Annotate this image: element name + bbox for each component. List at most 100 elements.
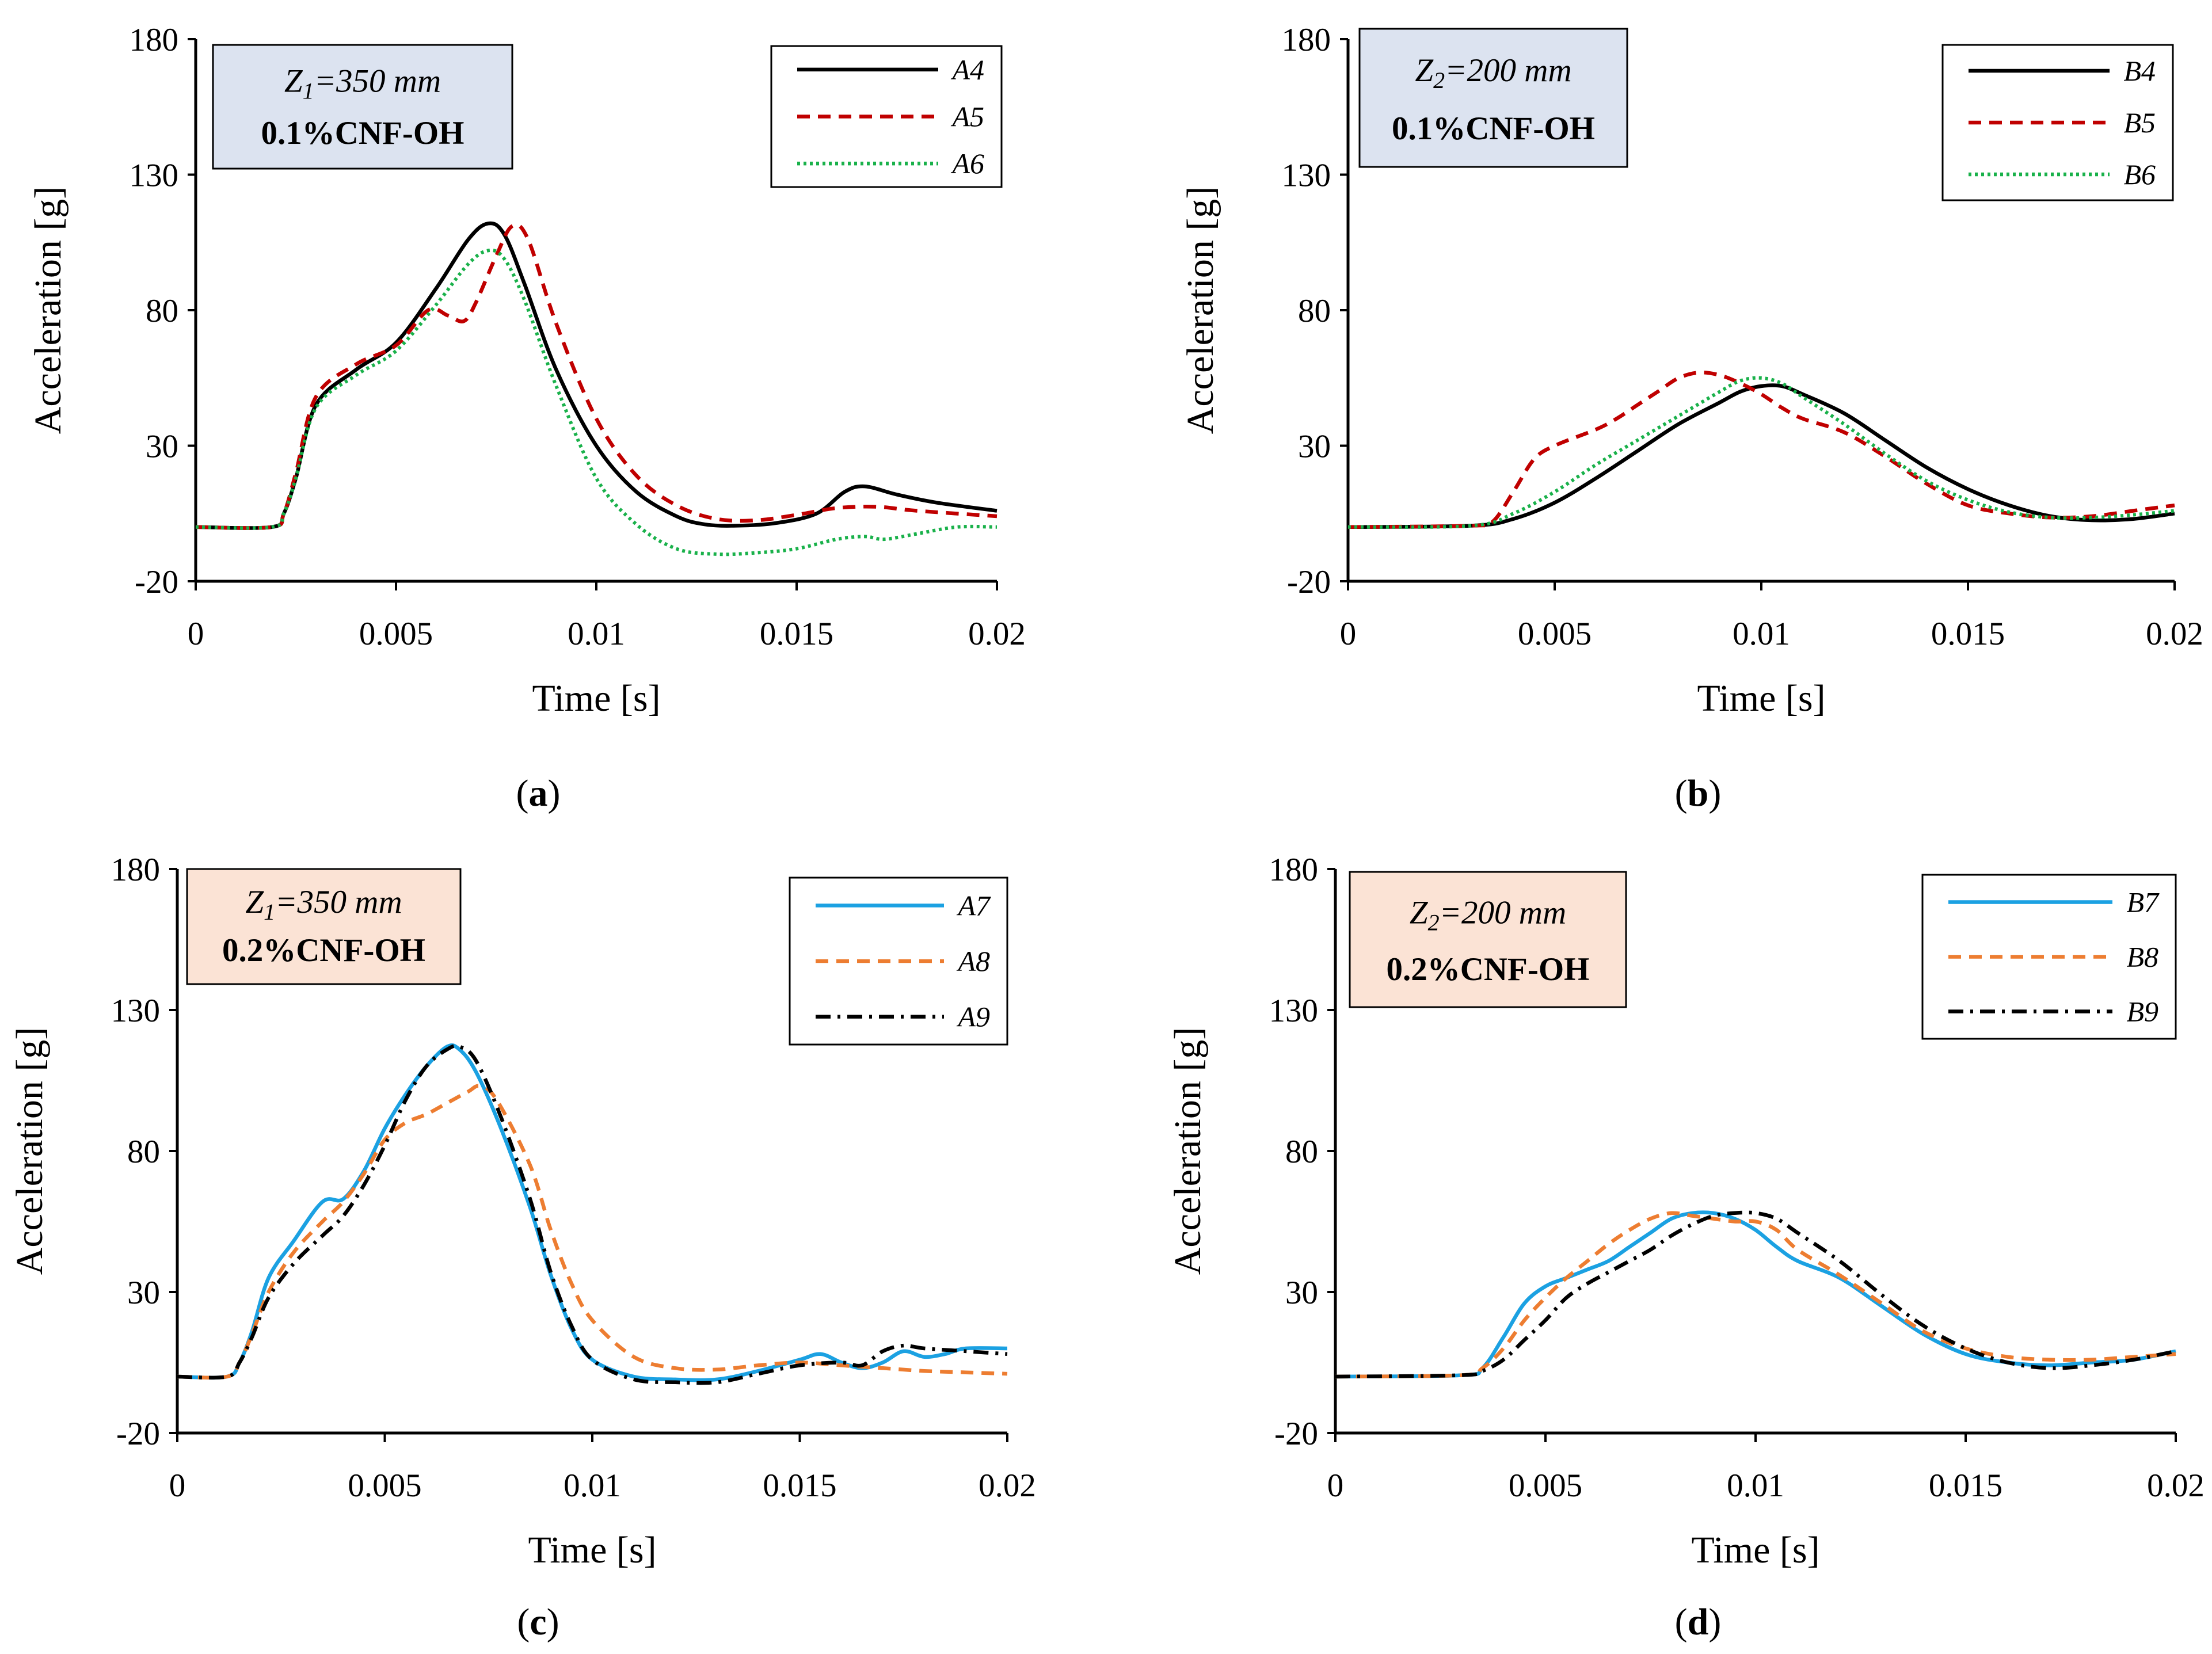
y-tick-label: -20 [1287,564,1331,600]
legend-label-a9: A9 [956,1001,990,1033]
panel-caption: (d) [1675,1601,1722,1643]
y-tick-label: 30 [146,429,178,465]
y-tick-label: 30 [127,1275,160,1311]
legend-label-a6: A6 [950,147,984,180]
x-tick-label: 0.02 [2146,616,2203,652]
y-tick-label: 180 [1282,22,1331,58]
series-line-b4 [1347,383,2175,529]
series-line-a6 [195,248,998,557]
y-tick-label: -20 [116,1416,160,1452]
x-tick-label: 0.005 [1518,616,1592,652]
x-tick-label: 0.005 [1509,1468,1582,1504]
series-line-b9 [1335,1210,2176,1379]
y-tick-label: -20 [1274,1416,1318,1452]
y-tick-label: 30 [1298,429,1331,465]
y-axis-label: Acceleration [g] [27,186,69,435]
series-line-a9 [177,1044,1008,1385]
series-line-a8 [177,1084,1008,1380]
x-tick-label: 0 [1340,616,1357,652]
y-tick-label: 130 [1269,993,1319,1029]
x-tick-label: 0.01 [1727,1468,1784,1504]
legend-label-b7: B7 [2126,886,2160,919]
chart-panel-a: -20 30 80 130 180 0 0.005 0.01 0.015 0.02 Time [s]… [27,22,1026,814]
legend-label-b9: B9 [2126,996,2158,1028]
y-axis-label: Acceleration [g] [1167,1027,1209,1275]
x-tick-label: 0.015 [763,1468,836,1504]
material-label: 0.1%CNF-OH [1392,110,1595,147]
panel-caption: (b) [1675,772,1722,814]
y-axis-label: Acceleration [g] [1179,186,1221,435]
material-label: 0.2%CNF-OH [1386,951,1589,988]
legend-label-b8: B8 [2126,941,2158,973]
panel-caption: (a) [516,772,561,814]
y-tick-label: 180 [1269,852,1319,888]
x-tick-label: 0.01 [568,616,625,652]
material-label: 0.2%CNF-OH [222,932,425,969]
series-line-a4 [195,221,998,530]
series-line-b8 [1335,1211,2176,1379]
info-box-frame [1358,28,1628,168]
series-line-a5 [195,223,998,530]
series-line-b5 [1347,370,2175,529]
x-tick-label: 0 [1327,1468,1344,1504]
legend: A7 A8 A9 [789,876,1008,1046]
x-tick-label: 0.015 [760,616,833,652]
legend: B4 B5 B6 [1941,44,2174,201]
info-box-frame [1349,871,1627,1008]
material-label: 0.1%CNF-OH [261,115,464,151]
y-tick-label: 130 [111,993,161,1029]
info-box: Z1=350 mm 0.1%CNF-OH [212,44,513,170]
chart-panel-d: -20 30 80 130 180 0 0.005 0.01 0.015 0.02 Time [s]… [1167,852,2205,1643]
info-box: Z2=200 mm 0.1%CNF-OH [1358,28,1628,168]
y-tick-label: 80 [1285,1134,1318,1170]
y-tick-label: 80 [146,293,178,329]
x-tick-label: 0 [169,1468,186,1504]
y-tick-label: -20 [135,564,178,600]
drop-height-label: Z1=350 mm [245,884,402,925]
legend-label-a7: A7 [956,889,991,921]
legend: A4 A5 A6 [770,45,1003,188]
info-box-frame [212,44,513,170]
y-tick-label: 180 [111,852,161,888]
chart-panel-b: -20 30 80 130 180 0 0.005 0.01 0.015 0.02 Time [s]… [1179,22,2203,814]
x-tick-label: 0.005 [348,1468,421,1504]
drop-height-label: Z1=350 mm [284,63,441,104]
x-axis-label: Time [s] [1691,1529,1819,1571]
y-tick-label: 130 [130,158,179,194]
y-axis-label: Acceleration [g] [9,1027,51,1275]
legend-label-b5: B5 [2123,106,2156,139]
y-tick-label: 30 [1285,1275,1318,1311]
chart-panel-c: -20 30 80 130 180 0 0.005 0.01 0.015 0.02 Time [s]… [9,852,1036,1643]
x-tick-label: 0.02 [968,616,1026,652]
legend-label-a5: A5 [950,101,984,133]
x-tick-label: 0.005 [359,616,433,652]
x-tick-label: 0.02 [979,1468,1036,1504]
legend-label-b6: B6 [2123,158,2156,190]
x-axis-label: Time [s] [528,1529,656,1571]
x-tick-label: 0.01 [1733,616,1790,652]
legend-label-b4: B4 [2123,55,2156,87]
legend-label-a4: A4 [950,54,984,86]
series-line-b6 [1347,376,2175,529]
y-tick-label: 180 [130,22,179,58]
x-tick-label: 0 [188,616,204,652]
y-tick-label: 80 [1298,293,1331,329]
legend-label-a8: A8 [956,945,990,977]
legend: B7 B8 B9 [1921,874,2177,1040]
x-tick-label: 0.015 [1929,1468,2002,1504]
drop-height-label: Z2=200 mm [1410,894,1566,935]
x-axis-label: Time [s] [532,677,660,719]
info-box: Z2=200 mm 0.2%CNF-OH [1349,871,1627,1008]
x-axis-label: Time [s] [1697,677,1825,719]
x-tick-label: 0.02 [2147,1468,2205,1504]
y-tick-label: 130 [1282,158,1331,194]
series-line-b7 [1335,1210,2176,1379]
x-tick-label: 0.015 [1931,616,2005,652]
panel-caption: (c) [517,1601,559,1643]
info-box: Z1=350 mm 0.2%CNF-OH [186,868,462,985]
x-tick-label: 0.01 [564,1468,621,1504]
y-tick-label: 80 [127,1134,160,1170]
info-box-frame [186,868,462,985]
drop-height-label: Z2=200 mm [1415,52,1571,93]
